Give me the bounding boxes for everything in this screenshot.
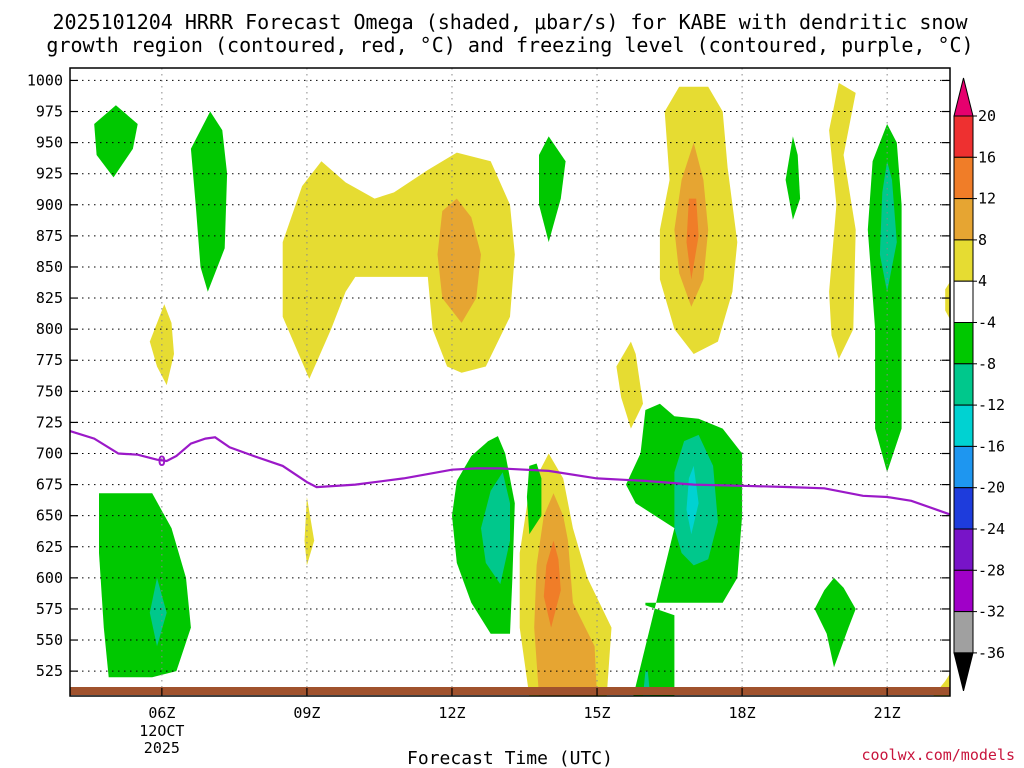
plot-frame bbox=[69, 67, 951, 697]
colorbar: 20 16 12 8 4 -4 -8 -12 -16 -20 -24 -28 -32 -36 bbox=[953, 77, 1005, 692]
x-tick-label-09Z: 09Z bbox=[293, 704, 320, 722]
colorbar-band-7 bbox=[953, 363, 974, 406]
omega-region-3 bbox=[481, 472, 510, 585]
colorbar-label--24: -24 bbox=[978, 520, 1005, 538]
y-tick-label-950: 950 bbox=[36, 134, 63, 152]
y-tick-label-875: 875 bbox=[36, 227, 63, 245]
x-tick-label-21Z: 21Z bbox=[874, 704, 901, 722]
colorbar-band-2 bbox=[953, 156, 974, 200]
colorbar-band-9 bbox=[953, 445, 974, 489]
y-tick-label-625: 625 bbox=[36, 538, 63, 556]
omega-region-17 bbox=[543, 540, 561, 628]
colorbar-band-4 bbox=[953, 239, 974, 282]
x-tick-year-06Z: 2025 bbox=[144, 739, 180, 757]
colorbar-band-11 bbox=[953, 528, 974, 571]
y-axis: 525 550 575 600 625 650 675 700 725 750 775 800 825 8… bbox=[27, 71, 950, 680]
omega-region-27 bbox=[829, 82, 856, 360]
x-tick-label-12Z: 12Z bbox=[438, 704, 465, 722]
x-tick-label-18Z: 18Z bbox=[729, 704, 756, 722]
grid-lines bbox=[70, 68, 950, 696]
y-tick-label-775: 775 bbox=[36, 351, 63, 369]
colorbar-label--36: -36 bbox=[978, 644, 1005, 662]
y-tick-label-550: 550 bbox=[36, 631, 63, 649]
omega-shading-layer bbox=[94, 82, 950, 696]
y-tick-label-975: 975 bbox=[36, 103, 63, 121]
colorbar-label--20: -20 bbox=[978, 479, 1005, 497]
y-tick-label-850: 850 bbox=[36, 258, 63, 276]
y-tick-label-925: 925 bbox=[36, 165, 63, 183]
colorbar-band-13 bbox=[953, 611, 974, 654]
colorbar-bottom-triangle bbox=[953, 652, 974, 692]
omega-region-28 bbox=[945, 281, 950, 320]
colorbar-label--4: -4 bbox=[978, 314, 996, 332]
y-tick-label-900: 900 bbox=[36, 196, 63, 214]
colorbar-label--32: -32 bbox=[978, 603, 1005, 621]
y-tick-label-650: 650 bbox=[36, 507, 63, 525]
colorbar-band-1 bbox=[953, 115, 974, 158]
omega-region-12 bbox=[785, 136, 801, 220]
colorbar-label-12: 12 bbox=[978, 190, 996, 208]
x-tick-label-15Z: 15Z bbox=[583, 704, 610, 722]
x-axis-label: Forecast Time (UTC) bbox=[407, 748, 613, 768]
omega-region-10 bbox=[879, 161, 897, 292]
colorbar-label-16: 16 bbox=[978, 148, 996, 166]
omega-region-18 bbox=[526, 463, 542, 535]
y-tick-label-825: 825 bbox=[36, 289, 63, 307]
omega-region-1 bbox=[149, 577, 167, 647]
y-tick-label-600: 600 bbox=[36, 569, 63, 587]
credit-link[interactable]: coolwx.com/models bbox=[861, 746, 1015, 764]
chart-title-line-2: growth region (contoured, red, °C) and f… bbox=[46, 33, 973, 57]
omega-region-16 bbox=[534, 493, 597, 696]
y-tick-label-1000: 1000 bbox=[27, 71, 63, 89]
y-tick-label-575: 575 bbox=[36, 600, 63, 618]
x-tick-date-06Z: 12OCT bbox=[139, 722, 184, 740]
colorbar-band-3 bbox=[953, 198, 974, 241]
ground-layer bbox=[70, 687, 950, 695]
y-tick-label-800: 800 bbox=[36, 320, 63, 338]
colorbar-band-12 bbox=[953, 569, 974, 613]
colorbar-label-8: 8 bbox=[978, 231, 987, 249]
y-tick-label-725: 725 bbox=[36, 413, 63, 431]
colorbar-label--8: -8 bbox=[978, 355, 996, 373]
omega-region-13 bbox=[190, 111, 228, 292]
y-tick-label-750: 750 bbox=[36, 382, 63, 400]
y-tick-label-525: 525 bbox=[36, 662, 63, 680]
omega-region-23 bbox=[616, 341, 643, 429]
colorbar-label--12: -12 bbox=[978, 396, 1005, 414]
omega-region-8 bbox=[814, 577, 856, 668]
x-tick-label-06Z: 06Z bbox=[148, 704, 175, 722]
colorbar-band-10 bbox=[953, 487, 974, 530]
colorbar-label--16: -16 bbox=[978, 437, 1005, 455]
colorbar-label--28: -28 bbox=[978, 561, 1005, 579]
omega-region-6 bbox=[686, 465, 699, 535]
omega-region-11 bbox=[539, 136, 566, 243]
omega-region-22 bbox=[437, 198, 481, 323]
chart-title-line-1: 2025101204 HRRR Forecast Omega (shaded, … bbox=[52, 10, 968, 34]
colorbar-label-20: 20 bbox=[978, 107, 996, 125]
freezing-level-label: 0 bbox=[158, 454, 166, 470]
colorbar-band-6 bbox=[953, 322, 974, 365]
ground-strip bbox=[70, 687, 950, 695]
freezing-level-layer: 0 bbox=[69, 430, 951, 516]
omega-region-14 bbox=[94, 105, 138, 178]
y-tick-label-675: 675 bbox=[36, 476, 63, 494]
colorbar-band-5 bbox=[953, 280, 974, 324]
omega-region-0 bbox=[99, 493, 191, 678]
colorbar-label-4: 4 bbox=[978, 272, 987, 290]
omega-region-26 bbox=[686, 198, 699, 280]
colorbar-band-8 bbox=[953, 404, 974, 447]
y-tick-label-700: 700 bbox=[36, 445, 63, 463]
freezing-level-line bbox=[69, 430, 951, 516]
